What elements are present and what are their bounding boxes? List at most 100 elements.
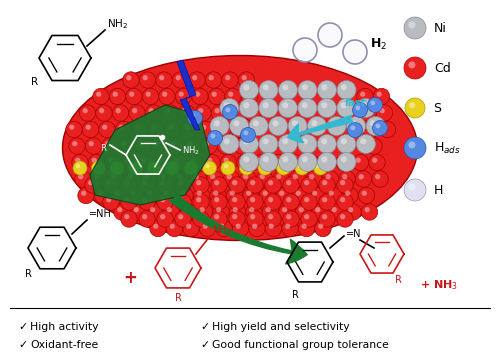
Circle shape [153, 224, 158, 229]
Circle shape [286, 154, 302, 171]
Circle shape [273, 171, 289, 187]
Circle shape [408, 183, 416, 190]
Circle shape [304, 214, 310, 219]
Circle shape [176, 88, 192, 105]
Circle shape [356, 158, 361, 163]
Circle shape [224, 158, 229, 163]
Circle shape [82, 108, 88, 113]
Circle shape [75, 158, 80, 163]
Circle shape [218, 138, 234, 154]
Circle shape [263, 156, 269, 162]
Circle shape [372, 158, 378, 163]
Circle shape [254, 154, 270, 171]
Circle shape [337, 177, 353, 193]
Circle shape [326, 187, 342, 204]
Circle shape [358, 174, 364, 179]
Circle shape [318, 99, 336, 117]
Circle shape [341, 156, 347, 162]
Circle shape [111, 187, 127, 204]
Circle shape [158, 158, 163, 163]
Circle shape [259, 135, 278, 153]
Circle shape [249, 117, 268, 135]
Circle shape [111, 174, 116, 179]
Circle shape [86, 125, 91, 130]
Circle shape [256, 171, 272, 187]
Circle shape [208, 131, 222, 145]
Circle shape [224, 138, 230, 144]
Text: S: S [433, 102, 441, 114]
Circle shape [210, 134, 216, 138]
Circle shape [187, 164, 192, 168]
Circle shape [178, 105, 194, 121]
Circle shape [168, 125, 173, 130]
Circle shape [408, 21, 416, 28]
Circle shape [337, 99, 356, 117]
Circle shape [352, 103, 368, 117]
Circle shape [72, 141, 78, 146]
Text: NH$_2$: NH$_2$ [107, 17, 128, 31]
Circle shape [352, 154, 368, 171]
Circle shape [246, 204, 262, 220]
Circle shape [159, 75, 164, 80]
Circle shape [240, 127, 256, 143]
Text: Cd: Cd [434, 62, 451, 75]
Text: R: R [174, 293, 182, 303]
Circle shape [146, 91, 151, 97]
Circle shape [266, 220, 281, 237]
Circle shape [322, 156, 328, 162]
Circle shape [268, 224, 274, 229]
Circle shape [193, 177, 209, 193]
Circle shape [366, 125, 372, 130]
Circle shape [232, 197, 237, 202]
Circle shape [278, 81, 297, 99]
Circle shape [363, 108, 368, 113]
Circle shape [192, 75, 198, 80]
Circle shape [124, 214, 130, 219]
Circle shape [214, 108, 220, 113]
Circle shape [229, 194, 245, 210]
Circle shape [340, 102, 347, 108]
Text: =NH: =NH [89, 209, 112, 219]
Circle shape [382, 125, 388, 130]
Circle shape [312, 204, 328, 220]
Circle shape [346, 117, 366, 135]
Circle shape [183, 207, 188, 212]
Circle shape [198, 121, 214, 138]
Circle shape [124, 158, 130, 163]
Circle shape [150, 207, 156, 212]
Text: High activity: High activity [30, 322, 98, 332]
Text: R: R [24, 269, 32, 279]
Circle shape [76, 164, 80, 168]
Circle shape [182, 121, 198, 138]
Circle shape [214, 197, 220, 202]
Circle shape [142, 180, 148, 185]
Ellipse shape [62, 55, 418, 240]
Circle shape [244, 156, 250, 162]
Circle shape [225, 88, 241, 105]
Text: ✓: ✓ [200, 340, 209, 350]
Circle shape [96, 105, 112, 121]
Text: Oxidant-free: Oxidant-free [30, 340, 98, 350]
Circle shape [72, 154, 88, 171]
Circle shape [99, 108, 104, 113]
Circle shape [234, 120, 239, 126]
Circle shape [253, 120, 259, 126]
Circle shape [112, 91, 118, 97]
Circle shape [301, 177, 317, 193]
Circle shape [207, 171, 223, 187]
Circle shape [212, 91, 217, 97]
Circle shape [154, 141, 160, 146]
Circle shape [148, 121, 164, 138]
Circle shape [265, 211, 281, 227]
Circle shape [220, 154, 236, 171]
Circle shape [308, 117, 326, 135]
Circle shape [304, 180, 310, 185]
Circle shape [171, 141, 176, 146]
Circle shape [88, 141, 94, 146]
Circle shape [208, 88, 224, 105]
Circle shape [150, 164, 154, 168]
Circle shape [348, 207, 354, 212]
Circle shape [210, 117, 229, 135]
Circle shape [176, 75, 181, 80]
Circle shape [337, 81, 356, 99]
